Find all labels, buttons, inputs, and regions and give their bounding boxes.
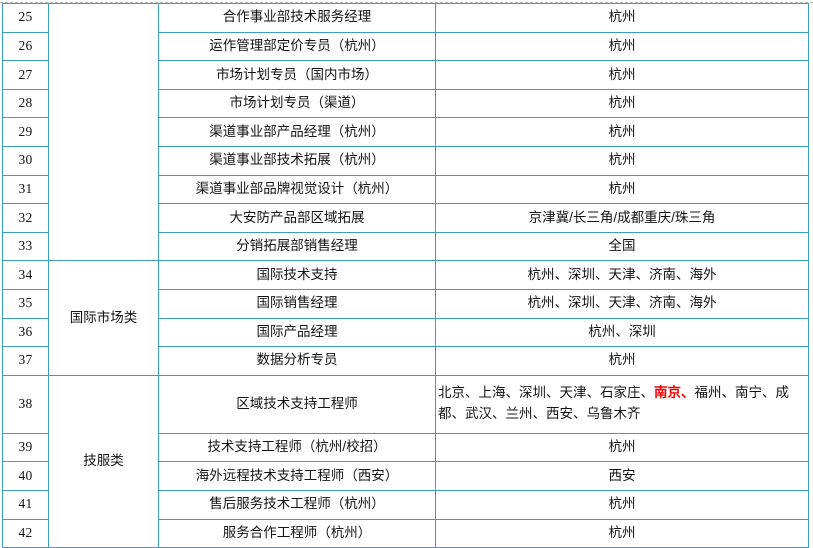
location-highlight-red: 南京、 — [654, 385, 695, 401]
row-number-cell[interactable]: 31 — [2, 174, 49, 205]
row-number-cell[interactable]: 42 — [2, 518, 49, 548]
table-row[interactable]: 25 合作事业部技术服务经理 杭州 — [2, 2, 809, 262]
location-text-segment-0: 北京、上海、深圳、天津、石家庄、 — [438, 385, 654, 401]
job-title-cell[interactable]: 渠道事业部品牌视觉设计（杭州） — [158, 174, 436, 205]
table-row[interactable]: 37 数据分析专员 杭州 — [2, 346, 809, 376]
category-cell[interactable] — [48, 2, 159, 262]
work-location-cell[interactable]: 杭州 — [435, 117, 809, 147]
table-row[interactable]: 36 国际产品经理 杭州、深圳 — [2, 317, 809, 348]
work-location-cell[interactable]: 杭州 — [435, 489, 809, 520]
job-title-cell[interactable]: 运作管理部定价专员（杭州） — [158, 31, 436, 62]
table-row[interactable]: 41 售后服务技术工程师（杭州） 杭州 — [2, 489, 809, 520]
table-row[interactable]: 35 国际销售经理 杭州、深圳、天津、济南、海外 — [2, 288, 809, 319]
row-number-cell[interactable]: 27 — [2, 60, 49, 90]
table-row[interactable]: 28 市场计划专员（渠道） 杭州 — [2, 88, 809, 119]
work-location-cell[interactable]: 杭州、深圳、天津、济南、海外 — [435, 260, 809, 290]
table-row[interactable]: 38 技服类 区域技术支持工程师 北京、上海、深圳、天津、石家庄、南京、福州、南… — [2, 374, 809, 548]
job-title-cell[interactable]: 服务合作工程师（杭州） — [158, 518, 436, 548]
row-number-cell[interactable]: 36 — [2, 317, 49, 348]
location-text-segment-2: 福州、南宁、成都、武汉、兰州、西安、乌鲁木齐 — [438, 385, 789, 422]
work-location-cell[interactable]: 杭州 — [435, 31, 809, 62]
row-number-cell[interactable]: 33 — [2, 231, 49, 262]
job-title-cell[interactable]: 市场计划专员（渠道） — [158, 88, 436, 119]
work-location-cell[interactable]: 杭州、深圳 — [435, 317, 809, 348]
job-title-cell[interactable]: 数据分析专员 — [158, 346, 436, 376]
job-title-cell[interactable]: 分销拓展部销售经理 — [158, 231, 436, 262]
table-row[interactable]: 30 渠道事业部技术拓展（杭州） 杭州 — [2, 145, 809, 176]
row-number-cell[interactable]: 26 — [2, 31, 49, 62]
job-title-cell[interactable]: 合作事业部技术服务经理 — [158, 3, 436, 33]
row-number-cell[interactable]: 25 — [2, 3, 49, 33]
work-location-cell[interactable]: 杭州 — [435, 432, 809, 463]
work-location-cell[interactable]: 杭州 — [435, 60, 809, 90]
category-cell-tech-service[interactable]: 技服类 — [48, 374, 159, 548]
work-location-cell[interactable]: 杭州 — [435, 145, 809, 176]
row-number-cell[interactable]: 40 — [2, 461, 49, 491]
job-title-cell[interactable]: 国际产品经理 — [158, 317, 436, 348]
category-cell-international[interactable]: 国际市场类 — [48, 260, 159, 376]
job-title-cell[interactable]: 区域技术支持工程师 — [158, 374, 436, 434]
work-location-cell[interactable]: 杭州、深圳、天津、济南、海外 — [435, 288, 809, 319]
work-location-cell[interactable]: 全国 — [435, 231, 809, 262]
row-number-cell[interactable]: 39 — [2, 432, 49, 463]
table-row[interactable]: 34 国际市场类 国际技术支持 杭州、深圳、天津、济南、海外 — [2, 260, 809, 376]
work-location-cell[interactable]: 西安 — [435, 461, 809, 491]
job-title-cell[interactable]: 国际技术支持 — [158, 260, 436, 290]
job-title-cell[interactable]: 市场计划专员（国内市场） — [158, 60, 436, 90]
row-number-cell[interactable]: 41 — [2, 489, 49, 520]
job-title-cell[interactable]: 技术支持工程师（杭州/校招） — [158, 432, 436, 463]
table-row[interactable]: 29 渠道事业部产品经理（杭州） 杭州 — [2, 117, 809, 147]
table-row[interactable]: 32 大安防产品部区域拓展 京津冀/长三角/成都重庆/珠三角 — [2, 203, 809, 233]
work-location-cell[interactable]: 杭州 — [435, 88, 809, 119]
job-title-cell[interactable]: 渠道事业部产品经理（杭州） — [158, 117, 436, 147]
row-number-cell[interactable]: 32 — [2, 203, 49, 233]
row-number-cell[interactable]: 37 — [2, 346, 49, 376]
row-number-cell[interactable]: 38 — [2, 374, 49, 434]
row-number-cell[interactable]: 34 — [2, 260, 49, 290]
page-break-guide — [0, 2, 813, 3]
work-location-cell[interactable]: 杭州 — [435, 174, 809, 205]
work-location-cell[interactable]: 杭州 — [435, 3, 809, 33]
row-number-cell[interactable]: 30 — [2, 145, 49, 176]
table-row[interactable]: 33 分销拓展部销售经理 全国 — [2, 231, 809, 262]
row-number-cell[interactable]: 35 — [2, 288, 49, 319]
table-row[interactable]: 27 市场计划专员（国内市场） 杭州 — [2, 60, 809, 90]
row-number-cell[interactable]: 28 — [2, 88, 49, 119]
job-title-cell[interactable]: 大安防产品部区域拓展 — [158, 203, 436, 233]
row-number-cell[interactable]: 29 — [2, 117, 49, 147]
work-location-cell[interactable]: 京津冀/长三角/成都重庆/珠三角 — [435, 203, 809, 233]
work-location-cell[interactable]: 杭州 — [435, 346, 809, 376]
table-row[interactable]: 40 海外远程技术支持工程师（西安） 西安 — [2, 461, 809, 491]
job-title-cell[interactable]: 售后服务技术工程师（杭州） — [158, 489, 436, 520]
work-location-cell[interactable]: 杭州 — [435, 518, 809, 548]
work-location-cell-highlighted[interactable]: 北京、上海、深圳、天津、石家庄、南京、福州、南宁、成都、武汉、兰州、西安、乌鲁木… — [435, 374, 809, 434]
job-title-cell[interactable]: 国际销售经理 — [158, 288, 436, 319]
job-title-cell[interactable]: 渠道事业部技术拓展（杭州） — [158, 145, 436, 176]
job-title-cell[interactable]: 海外远程技术支持工程师（西安） — [158, 461, 436, 491]
